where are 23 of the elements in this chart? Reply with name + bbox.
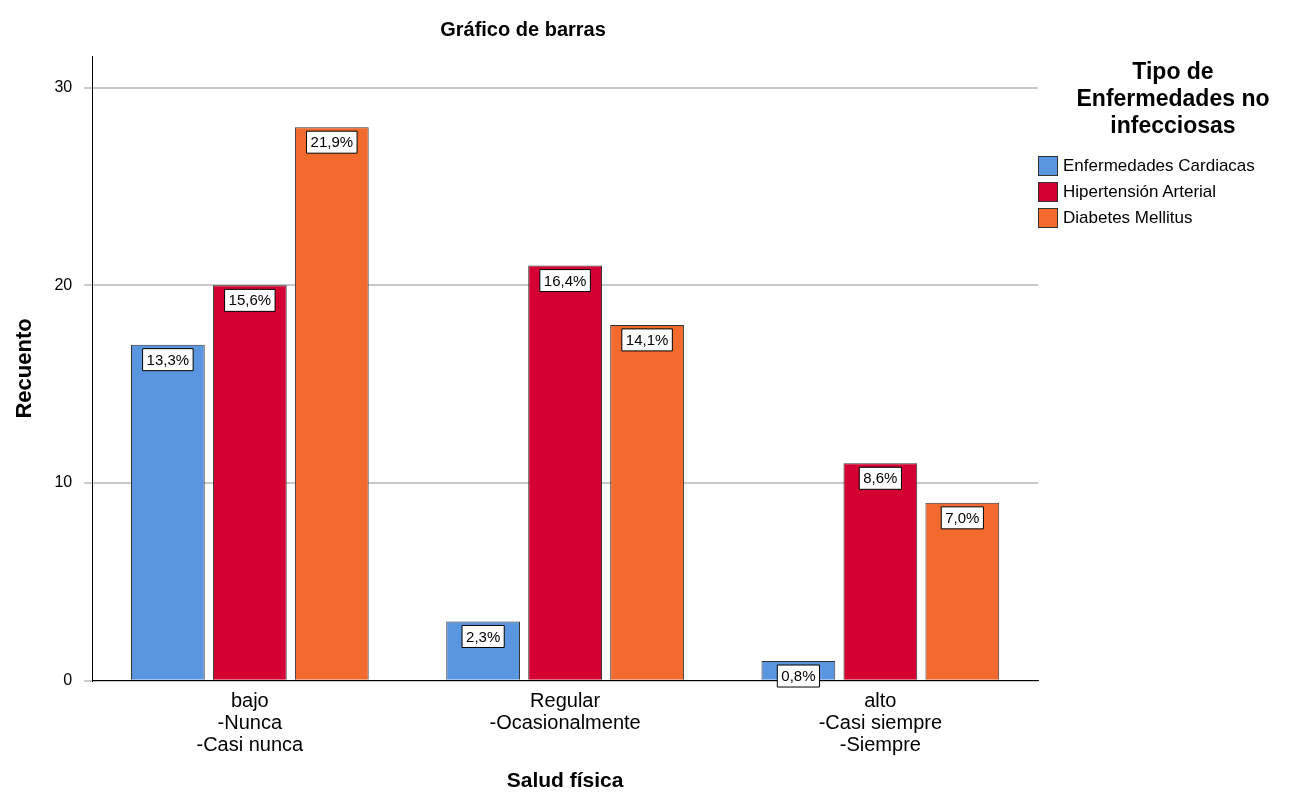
annotation: 14,1%: [625, 331, 669, 349]
y-tick-label: 20: [54, 275, 73, 293]
x-tick-label: alto -Casi siempre -Siempre: [818, 689, 943, 756]
chart-title: Gráfico de barras: [440, 17, 606, 40]
x-tick-label: Regular -Ocasionalmente: [489, 689, 641, 734]
x-tick-label: bajo -Nunca -Casi nunca: [196, 689, 305, 756]
annotation: 8,6%: [863, 469, 898, 487]
legend-label: Hipertensión Arterial: [1063, 182, 1217, 202]
y-axis-title: Recuento: [11, 318, 37, 419]
annotation: 7,0%: [945, 508, 980, 526]
y-tick-label: 0: [63, 671, 73, 689]
annotation: 0,8%: [781, 667, 816, 685]
annotation: 21,9%: [310, 133, 354, 151]
annotation: 2,3%: [466, 627, 501, 645]
legend-label: Diabetes Mellitus: [1063, 208, 1193, 228]
x-axis-title: Salud física: [506, 768, 624, 792]
legend-title: Tipo de Enfermedades no infecciosas: [1075, 58, 1271, 139]
annotation: 13,3%: [146, 350, 190, 368]
annotation: 16,4%: [543, 271, 587, 289]
y-tick-label: 30: [54, 78, 73, 96]
y-tick-label: 10: [54, 473, 73, 491]
legend-label: Enfermedades Cardiacas: [1063, 156, 1255, 176]
annotation: 15,6%: [228, 291, 272, 309]
